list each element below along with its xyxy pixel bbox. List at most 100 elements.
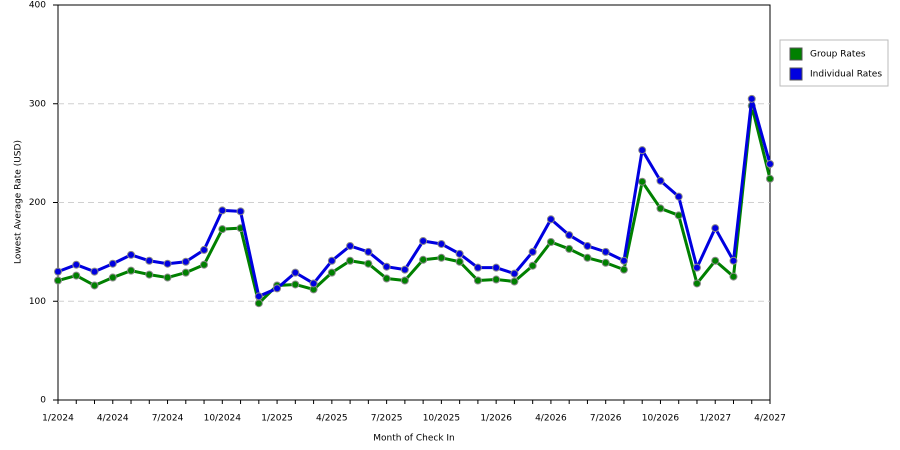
x-tick-label: 1/2027 bbox=[699, 414, 731, 424]
data-point bbox=[729, 256, 738, 265]
y-axis-label: Lowest Average Rate (USD) bbox=[14, 140, 24, 264]
data-point bbox=[583, 253, 592, 262]
x-tick-label: 7/2026 bbox=[590, 414, 622, 424]
data-point bbox=[455, 249, 464, 258]
data-point bbox=[309, 279, 318, 288]
data-point bbox=[90, 267, 99, 276]
data-point bbox=[145, 256, 154, 265]
data-point bbox=[747, 94, 756, 103]
data-point bbox=[674, 211, 683, 220]
data-point bbox=[711, 256, 720, 265]
data-point bbox=[601, 258, 610, 267]
y-tick-label: 100 bbox=[29, 297, 46, 307]
legend-label: Group Rates bbox=[810, 50, 866, 60]
data-point bbox=[400, 265, 409, 274]
data-point bbox=[181, 257, 190, 266]
data-point bbox=[145, 270, 154, 279]
data-point bbox=[766, 159, 774, 168]
data-point bbox=[729, 272, 738, 281]
data-point bbox=[692, 279, 701, 288]
data-point bbox=[492, 275, 501, 284]
data-point bbox=[200, 245, 209, 254]
data-point bbox=[200, 260, 209, 269]
data-point bbox=[54, 267, 62, 276]
data-point bbox=[163, 273, 172, 282]
data-point bbox=[565, 244, 574, 253]
data-point bbox=[419, 237, 428, 246]
data-point bbox=[619, 256, 628, 265]
data-point bbox=[692, 263, 701, 272]
data-point bbox=[766, 174, 774, 183]
data-point bbox=[546, 215, 555, 224]
data-point bbox=[181, 268, 190, 277]
data-point bbox=[455, 257, 464, 266]
data-point bbox=[72, 260, 81, 269]
data-point bbox=[291, 280, 300, 289]
data-point bbox=[218, 206, 227, 215]
data-point bbox=[601, 247, 610, 256]
data-point bbox=[254, 299, 263, 308]
data-point bbox=[72, 271, 81, 280]
data-point bbox=[711, 224, 720, 233]
data-point bbox=[254, 292, 263, 301]
x-tick-label: 4/2024 bbox=[97, 414, 129, 424]
x-tick-label: 10/2026 bbox=[642, 414, 680, 424]
y-tick-label: 400 bbox=[29, 1, 46, 11]
data-point bbox=[583, 241, 592, 250]
data-point bbox=[473, 263, 482, 272]
series-line bbox=[57, 97, 772, 298]
data-point bbox=[638, 177, 647, 186]
data-point bbox=[54, 276, 62, 285]
legend-label: Individual Rates bbox=[810, 70, 882, 80]
y-tick-label: 0 bbox=[40, 396, 46, 406]
x-axis-label: Month of Check In bbox=[373, 434, 455, 444]
data-point bbox=[327, 268, 336, 277]
legend-swatch bbox=[789, 47, 803, 61]
data-point bbox=[528, 261, 537, 270]
data-point bbox=[108, 273, 117, 282]
data-point bbox=[656, 176, 665, 185]
x-tick-label: 4/2027 bbox=[754, 414, 786, 424]
x-tick-label: 1/2025 bbox=[261, 414, 293, 424]
x-tick-label: 1/2026 bbox=[480, 414, 512, 424]
data-point bbox=[382, 274, 391, 283]
data-point bbox=[327, 256, 336, 265]
data-point bbox=[510, 277, 519, 286]
data-point bbox=[510, 269, 519, 278]
data-point bbox=[492, 263, 501, 272]
data-point bbox=[127, 250, 136, 259]
data-point bbox=[437, 253, 446, 262]
data-point bbox=[528, 247, 537, 256]
data-point bbox=[382, 262, 391, 271]
data-point bbox=[218, 225, 227, 234]
x-tick-label: 7/2024 bbox=[152, 414, 184, 424]
data-point bbox=[291, 268, 300, 277]
x-tick-label: 4/2026 bbox=[535, 414, 567, 424]
x-tick-label: 10/2024 bbox=[204, 414, 242, 424]
data-point bbox=[638, 146, 647, 155]
data-point bbox=[364, 259, 373, 268]
data-point bbox=[108, 259, 117, 268]
data-point bbox=[273, 284, 282, 293]
data-point bbox=[400, 276, 409, 285]
data-point bbox=[127, 266, 136, 275]
data-point bbox=[565, 231, 574, 240]
data-point bbox=[364, 247, 373, 256]
data-point bbox=[90, 281, 99, 290]
data-point bbox=[619, 265, 628, 274]
x-tick-label: 10/2025 bbox=[423, 414, 460, 424]
data-point bbox=[163, 259, 172, 268]
data-point bbox=[437, 239, 446, 248]
data-point bbox=[546, 238, 555, 246]
data-point bbox=[473, 276, 482, 285]
legend-swatch bbox=[789, 67, 803, 81]
y-tick-label: 200 bbox=[29, 198, 46, 208]
x-tick-label: 4/2025 bbox=[316, 414, 348, 424]
data-point bbox=[236, 207, 245, 216]
data-point bbox=[346, 256, 355, 265]
series-line bbox=[57, 104, 772, 305]
data-point bbox=[656, 204, 665, 213]
data-point bbox=[346, 241, 355, 250]
x-tick-label: 7/2025 bbox=[371, 414, 403, 424]
